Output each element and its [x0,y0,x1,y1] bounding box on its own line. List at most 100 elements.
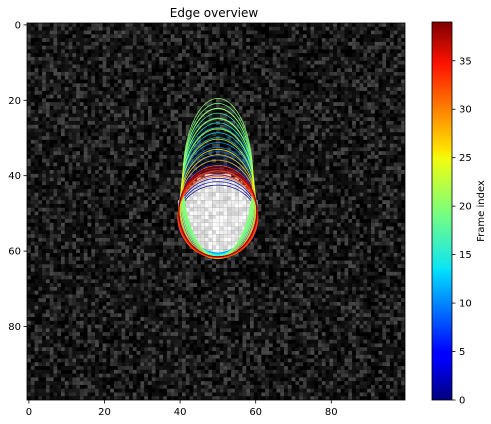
pixel [216,181,220,186]
pixel [83,41,88,46]
pixel [325,181,330,186]
pixel [144,60,149,65]
pixel [333,124,338,129]
pixel [68,75,73,80]
pixel [295,41,300,46]
pixel [178,136,183,140]
pixel [355,79,360,84]
pixel [79,188,84,193]
pixel [136,34,141,39]
pixel [87,234,92,238]
pixel [197,219,201,223]
pixel [91,245,96,250]
pixel [83,132,88,137]
pixel [253,132,258,137]
pixel [132,162,137,167]
pixel [91,215,96,220]
pixel [72,124,77,129]
pixel [344,102,349,106]
pixel [83,53,88,57]
pixel [155,177,160,182]
pixel [329,173,334,178]
pixel [166,211,171,216]
pixel [268,45,273,50]
pixel [329,68,334,73]
pixel [389,200,394,205]
pixel [57,249,62,254]
pixel [189,151,194,155]
pixel [178,162,183,167]
pixel [144,237,149,242]
pixel [27,105,31,110]
pixel [374,219,379,223]
pixel [287,60,292,65]
pixel [30,56,35,61]
pixel [344,87,349,91]
pixel [45,222,50,227]
pixel [38,102,43,106]
pixel [352,83,356,88]
pixel [223,177,228,182]
pixel [295,49,300,54]
pixel [321,203,326,208]
pixel [197,124,201,129]
pixel [314,121,319,125]
pixel [45,75,50,80]
pixel [329,45,334,50]
pixel [370,56,375,61]
pixel [284,151,288,155]
pixel [87,68,92,73]
pixel [144,94,149,99]
pixel [363,147,368,152]
pixel [370,139,375,144]
pixel [98,30,103,35]
pixel [91,173,96,178]
pixel [136,252,141,257]
pixel [291,87,296,91]
pixel [276,192,281,197]
pixel [106,117,111,122]
pixel [295,158,300,163]
pixel [200,226,205,231]
pixel [284,117,288,122]
pixel [272,94,277,99]
pixel [91,170,96,174]
pixel [382,154,387,159]
pixel [363,34,368,39]
pixel [325,75,330,80]
pixel [348,230,353,235]
pixel [34,166,39,171]
pixel [163,177,167,182]
pixel [261,139,266,144]
pixel [299,211,303,216]
pixel [87,158,92,163]
pixel [336,245,341,250]
pixel [272,139,277,144]
pixel [333,75,338,80]
pixel [231,121,235,125]
pixel [287,173,292,178]
pixel [125,181,130,186]
pixel [287,90,292,95]
pixel [181,90,186,95]
pixel [250,75,254,80]
pixel [231,79,235,84]
pixel [45,226,50,231]
pixel [83,49,88,54]
pixel [174,90,179,95]
pixel [253,170,258,174]
pixel [333,222,338,227]
pixel [280,192,285,197]
pixel [348,64,353,69]
pixel [178,151,183,155]
pixel [53,249,58,254]
pixel [344,124,349,129]
pixel [76,241,80,246]
pixel [378,124,383,129]
pixel [336,124,341,129]
pixel [83,105,88,110]
pixel [140,245,145,250]
pixel [68,87,73,91]
pixel [193,23,198,27]
pixel [140,237,145,242]
